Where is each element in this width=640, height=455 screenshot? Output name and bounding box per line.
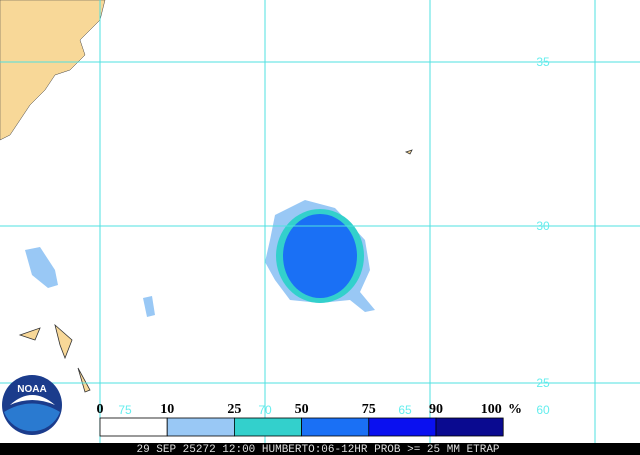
legend-swatch xyxy=(368,417,437,437)
legend-label: 10 xyxy=(160,402,174,417)
legend-label: 0 xyxy=(97,402,104,417)
noaa-logo: NOAA xyxy=(2,375,62,435)
legend-swatch xyxy=(99,417,168,437)
lon-label: 70 xyxy=(258,403,272,417)
prob-area xyxy=(25,247,58,288)
lat-label: 30 xyxy=(536,219,550,233)
logo-text: NOAA xyxy=(17,384,46,395)
lat-label: 25 xyxy=(536,376,550,390)
legend-swatch xyxy=(435,417,504,437)
legend-label: 100 xyxy=(481,402,502,417)
legend-label: 90 xyxy=(429,402,443,417)
lat-label: 35 xyxy=(536,55,550,69)
legend-swatch xyxy=(233,417,302,437)
islands xyxy=(18,149,413,393)
legend-swatch xyxy=(166,417,235,437)
legend-label: 75 xyxy=(362,402,376,417)
lon-label: 65 xyxy=(398,403,412,417)
lon-label: 75 xyxy=(118,403,132,417)
footer-bar xyxy=(0,443,640,455)
legend: 0 10 25 50 75 90 100% xyxy=(97,402,522,437)
prob-area xyxy=(143,296,155,317)
legend-swatch xyxy=(301,417,370,437)
legend-label: 50 xyxy=(295,402,309,417)
legend-label: 25 xyxy=(227,402,241,417)
coastline xyxy=(0,0,106,141)
prob-area xyxy=(283,214,357,298)
footer-text: 29 SEP 25272 12:00 HUMBERTO:06-12HR PROB… xyxy=(136,444,499,455)
lon-label: 60 xyxy=(536,403,550,417)
legend-unit: % xyxy=(508,402,522,417)
graticule: 35 30 25 75 70 65 60 xyxy=(0,0,640,443)
